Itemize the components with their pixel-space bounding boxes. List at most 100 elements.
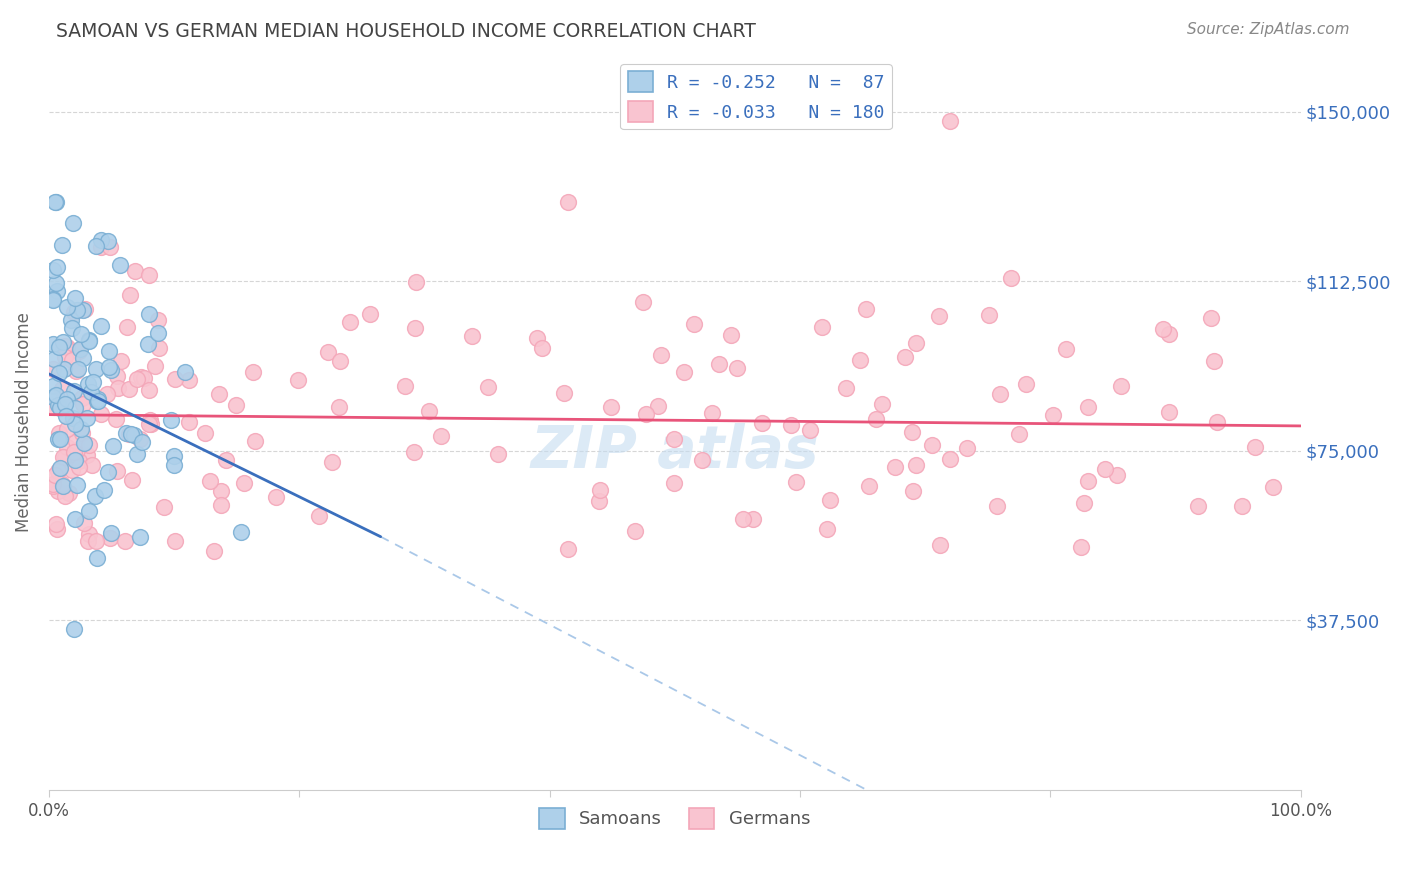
Point	[114, 534, 136, 549]
Point	[63, 384, 86, 398]
Point	[690, 453, 713, 467]
Point	[1077, 474, 1099, 488]
Point	[870, 397, 893, 411]
Point	[42, 362, 65, 376]
Point	[588, 493, 610, 508]
Point	[707, 357, 730, 371]
Point	[742, 512, 765, 526]
Point	[46, 464, 69, 478]
Point	[72, 391, 94, 405]
Point	[988, 387, 1011, 401]
Point	[264, 490, 287, 504]
Point	[720, 328, 742, 343]
Point	[921, 438, 943, 452]
Point	[624, 524, 647, 539]
Point	[650, 348, 672, 362]
Point	[138, 384, 160, 398]
Point	[73, 436, 96, 450]
Point	[86, 362, 108, 376]
Point	[86, 394, 108, 409]
Point	[139, 417, 162, 431]
Point	[647, 399, 669, 413]
Point	[146, 313, 169, 327]
Point	[858, 479, 880, 493]
Point	[780, 418, 803, 433]
Point	[531, 341, 554, 355]
Point	[939, 113, 962, 128]
Point	[242, 365, 264, 379]
Point	[308, 508, 330, 523]
Point	[65, 364, 87, 378]
Point	[98, 344, 121, 359]
Point	[138, 417, 160, 432]
Point	[700, 406, 723, 420]
Point	[143, 359, 166, 373]
Point	[48, 426, 70, 441]
Point	[683, 317, 706, 331]
Point	[98, 359, 121, 374]
Point	[52, 335, 75, 350]
Point	[208, 387, 231, 401]
Point	[165, 533, 187, 548]
Point	[672, 365, 695, 379]
Point	[84, 534, 107, 549]
Point	[1109, 379, 1132, 393]
Point	[65, 434, 87, 449]
Point	[52, 450, 75, 464]
Point	[76, 376, 98, 391]
Point	[63, 511, 86, 525]
Point	[209, 483, 232, 498]
Point	[404, 444, 426, 458]
Point	[231, 524, 253, 539]
Point	[132, 371, 155, 385]
Point	[405, 275, 427, 289]
Point	[72, 516, 94, 530]
Point	[163, 458, 186, 473]
Point	[72, 351, 94, 365]
Point	[77, 526, 100, 541]
Point	[725, 360, 748, 375]
Point	[46, 398, 69, 412]
Point	[51, 476, 73, 491]
Point	[339, 315, 361, 329]
Point	[90, 240, 112, 254]
Point	[77, 334, 100, 349]
Point	[979, 308, 1001, 322]
Point	[430, 429, 453, 443]
Point	[1230, 499, 1253, 513]
Point	[799, 423, 821, 437]
Point	[1244, 441, 1267, 455]
Point	[100, 526, 122, 541]
Legend: Samoans, Germans: Samoans, Germans	[531, 801, 817, 836]
Point	[97, 465, 120, 479]
Point	[939, 452, 962, 467]
Point	[122, 428, 145, 442]
Point	[52, 392, 75, 407]
Point	[174, 365, 197, 379]
Point	[90, 233, 112, 247]
Point	[72, 426, 94, 441]
Point	[70, 326, 93, 341]
Point	[557, 195, 579, 210]
Point	[243, 434, 266, 449]
Point	[1199, 310, 1222, 325]
Point	[53, 339, 76, 353]
Point	[194, 426, 217, 441]
Point	[1000, 270, 1022, 285]
Point	[80, 458, 103, 473]
Point	[633, 295, 655, 310]
Point	[118, 287, 141, 301]
Point	[67, 343, 90, 358]
Point	[87, 394, 110, 409]
Point	[77, 438, 100, 452]
Point	[45, 276, 67, 290]
Point	[418, 404, 440, 418]
Point	[105, 464, 128, 478]
Point	[53, 450, 76, 465]
Point	[72, 397, 94, 411]
Point	[1261, 480, 1284, 494]
Point	[815, 522, 838, 536]
Point	[1077, 400, 1099, 414]
Point	[82, 376, 104, 390]
Point	[59, 312, 82, 326]
